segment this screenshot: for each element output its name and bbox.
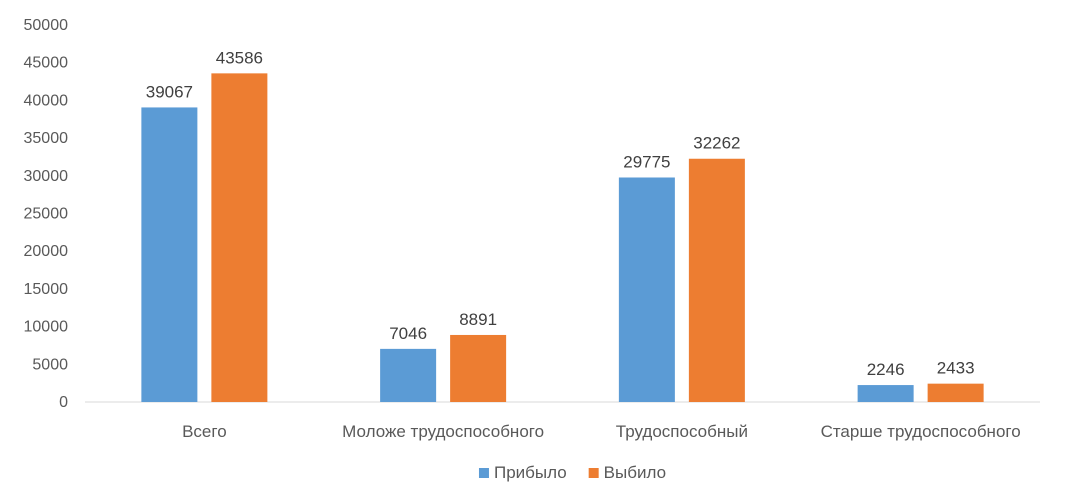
data-labels: 39067 43586 7046 8891 29775 32262 2246 2433 <box>146 48 975 379</box>
y-tick-label: 0 <box>59 394 68 411</box>
bar-arrived-3 <box>857 385 914 402</box>
x-category-label: Всего <box>182 422 227 441</box>
legend: Прибыло Выбило <box>478 463 666 482</box>
bar-arrived-2 <box>618 177 675 402</box>
data-label: 8891 <box>459 310 497 329</box>
legend-item: Прибыло <box>478 463 567 482</box>
x-category-label: Моложе трудоспособного <box>342 422 544 441</box>
y-tick-label: 10000 <box>24 319 69 336</box>
y-axis-tick-labels: 0 5000 10000 15000 20000 25000 30000 35000 40000… <box>24 17 69 411</box>
bar-arrived-1 <box>380 348 437 402</box>
category-labels: Всего Моложе трудоспособного Трудоспособны… <box>182 422 1021 441</box>
legend-label: Выбило <box>604 463 666 482</box>
data-label: 39067 <box>146 82 193 101</box>
bar-arrived-0 <box>141 107 198 403</box>
y-tick-label: 30000 <box>24 168 69 185</box>
bar-departed-0 <box>211 73 268 402</box>
y-tick-label: 20000 <box>24 243 69 260</box>
y-tick-label: 5000 <box>32 356 68 373</box>
legend-swatch <box>588 468 599 478</box>
data-label: 43586 <box>216 48 263 67</box>
y-tick-label: 50000 <box>24 17 69 34</box>
bar-departed-3 <box>927 383 984 402</box>
data-label: 32262 <box>693 134 740 153</box>
data-label: 2433 <box>937 359 975 378</box>
legend-item: Выбило <box>588 463 666 482</box>
bar-departed-2 <box>688 158 745 402</box>
x-category-label: Трудоспособный <box>616 422 748 441</box>
bars <box>141 73 984 403</box>
y-tick-label: 15000 <box>24 281 69 298</box>
legend-label: Прибыло <box>494 463 567 482</box>
y-tick-label: 25000 <box>24 206 69 223</box>
y-tick-label: 35000 <box>24 130 69 147</box>
data-label: 7046 <box>389 324 427 343</box>
y-tick-label: 45000 <box>24 55 69 72</box>
data-label: 29775 <box>623 152 670 171</box>
bar-departed-1 <box>450 334 507 402</box>
legend-swatch <box>478 468 489 478</box>
y-tick-label: 40000 <box>24 92 69 109</box>
data-label: 2246 <box>867 360 905 379</box>
x-category-label: Старше трудоспособного <box>821 422 1021 441</box>
